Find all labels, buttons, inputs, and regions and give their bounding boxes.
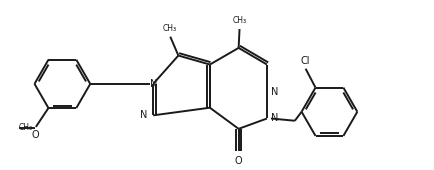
Text: N: N	[270, 87, 278, 97]
Text: Cl: Cl	[300, 56, 310, 66]
Text: N: N	[149, 79, 157, 89]
Text: N: N	[140, 110, 148, 120]
Text: CH₃: CH₃	[162, 24, 176, 33]
Text: N: N	[270, 114, 278, 123]
Text: CH₃: CH₃	[232, 16, 246, 26]
Text: CH₃: CH₃	[18, 123, 33, 132]
Text: O: O	[234, 156, 242, 166]
Text: O: O	[32, 130, 39, 140]
